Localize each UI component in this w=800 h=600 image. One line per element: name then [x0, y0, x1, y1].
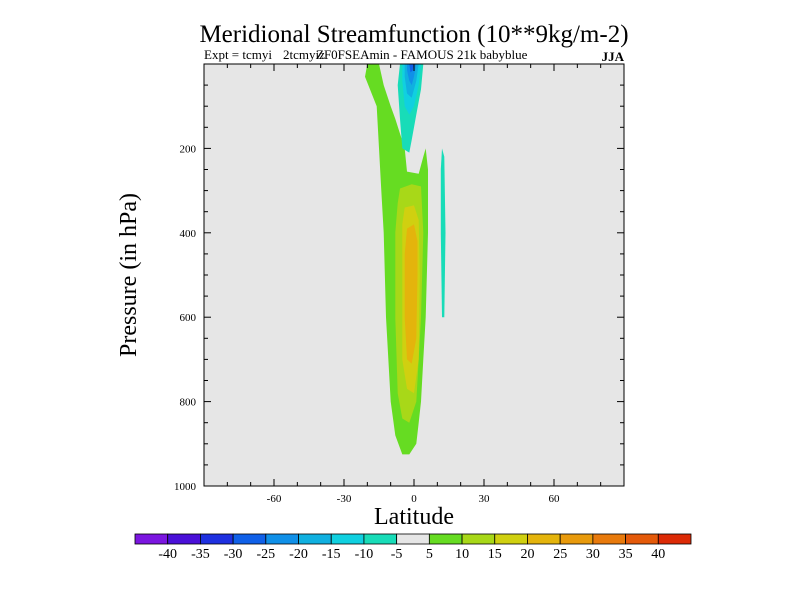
colorbar-swatch [232, 533, 267, 545]
colorbar-swatch [396, 533, 430, 545]
colorbar-swatch [461, 533, 496, 545]
x-tick-label: 60 [549, 493, 561, 505]
y-tick-label: 600 [180, 312, 197, 324]
colorbar-swatch [428, 533, 463, 545]
colorbar-label: -10 [355, 547, 374, 562]
colorbar-swatch [298, 533, 332, 545]
chart-subtitle-overlap: 2tcmyiz [283, 47, 325, 62]
x-tick-label: 30 [479, 493, 491, 505]
colorbar-swatch [363, 533, 398, 545]
colorbar-swatch [330, 533, 365, 545]
colorbar-label: -20 [289, 547, 308, 562]
colorbar-label: 5 [426, 547, 433, 562]
colorbar-swatch [527, 533, 561, 545]
colorbar-swatch [134, 533, 169, 545]
season-label: JJA [602, 49, 625, 64]
chart-title: Meridional Streamfunction (10**9kg/m-2) [199, 21, 628, 48]
colorbar-label: -35 [191, 547, 210, 562]
negative-cell-25 [409, 64, 414, 73]
x-tick-label: -30 [337, 493, 352, 505]
positive-cell-20 [404, 224, 418, 364]
colorbar-swatch [200, 533, 234, 545]
colorbar-swatch [494, 533, 528, 545]
colorbar: -40 -35 -30 -25 -20 -15 -10 -5 5 10 15 20 25 30 35 40 [134, 533, 692, 562]
colorbar-swatch [592, 533, 626, 545]
colorbar-swatch [625, 533, 659, 545]
plot-area: -60 -30 0 30 60 200 400 600 800 1000 [174, 63, 625, 505]
chart-subtitle-experiment: Expt = tcmyi [204, 47, 272, 62]
y-axis-title: Pressure (in hPa) [116, 193, 142, 357]
y-tick-label: 200 [180, 143, 197, 155]
colorbar-label: -5 [391, 547, 403, 562]
colorbar-label: 10 [455, 547, 469, 562]
colorbar-label: 15 [488, 547, 502, 562]
chart-subtitle-main: ZF0FSEAmin - FAMOUS 21k babyblue [316, 47, 528, 62]
colorbar-label: 20 [521, 547, 535, 562]
colorbar-swatch [657, 533, 692, 545]
colorbar-label: -15 [322, 547, 341, 562]
colorbar-swatch [559, 533, 594, 545]
colorbar-label: 25 [553, 547, 567, 562]
colorbar-swatch [265, 533, 299, 545]
colorbar-label: -40 [158, 547, 177, 562]
x-tick-label: -60 [267, 493, 282, 505]
x-axis-title: Latitude [374, 504, 454, 530]
colorbar-label: -25 [256, 547, 275, 562]
contour-regions [365, 64, 446, 455]
y-tick-label: 400 [180, 228, 197, 240]
colorbar-label: 30 [586, 547, 600, 562]
y-tick-label: 800 [180, 397, 197, 409]
axis-ticks: -60 -30 0 30 60 200 400 600 800 1000 [174, 64, 624, 505]
narrow-negative-band [440, 148, 446, 318]
colorbar-label: -30 [224, 547, 243, 562]
colorbar-label: 35 [619, 547, 633, 562]
x-tick-label: 0 [411, 493, 417, 505]
y-tick-label: 1000 [174, 481, 197, 493]
colorbar-label: 40 [651, 547, 665, 562]
colorbar-swatch [167, 533, 201, 545]
